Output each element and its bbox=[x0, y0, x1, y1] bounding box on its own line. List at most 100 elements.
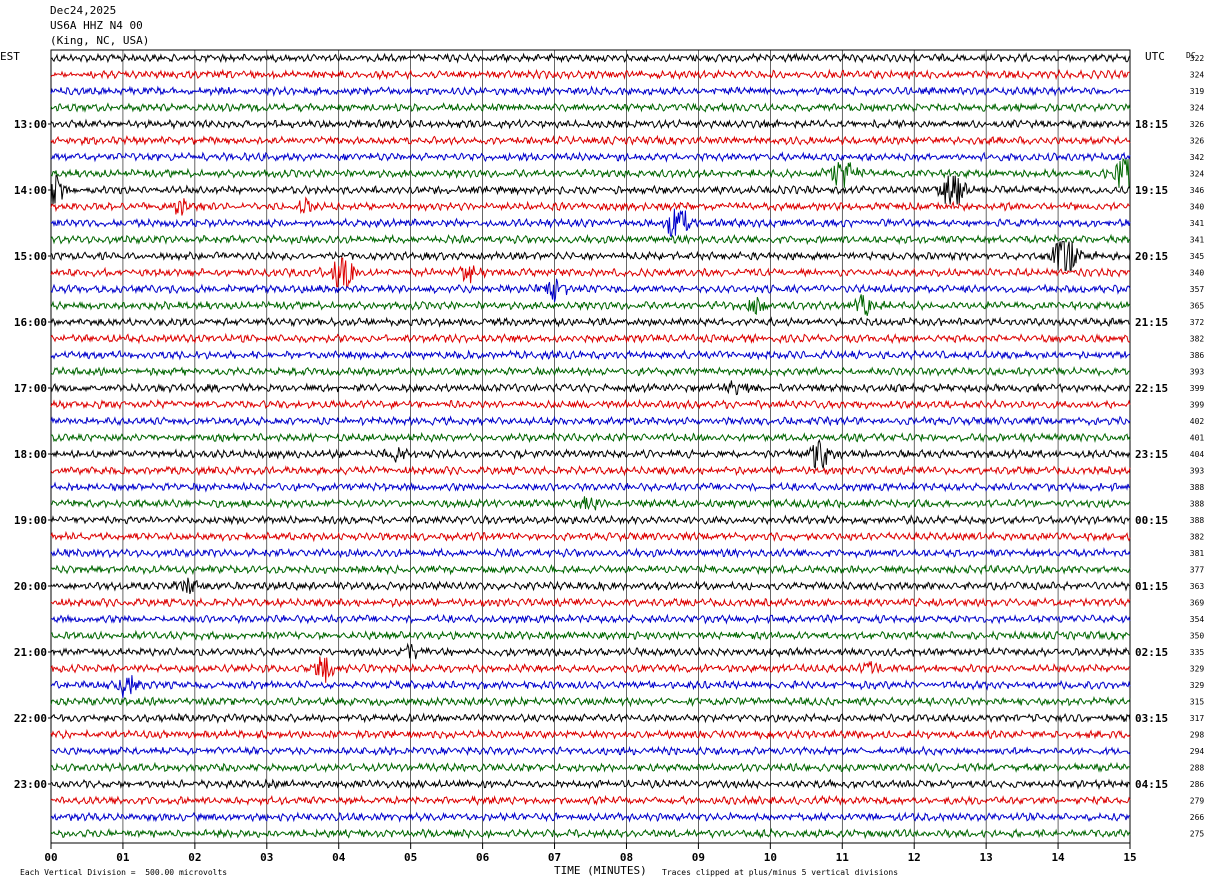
est-hour-label: 21:00 bbox=[14, 646, 47, 659]
x-tick-label: 10 bbox=[764, 851, 777, 864]
seismic-trace bbox=[50, 712, 1131, 724]
x-tick-label: 14 bbox=[1051, 851, 1065, 864]
dc-offset-label: 345 bbox=[1190, 252, 1205, 261]
est-hour-label: 23:00 bbox=[14, 778, 47, 791]
dc-offset-label: 401 bbox=[1190, 434, 1205, 443]
seismic-trace bbox=[50, 794, 1131, 807]
station-code: US6A HHZ N4 00 bbox=[50, 19, 143, 32]
plot-date: Dec24,2025 bbox=[50, 4, 117, 17]
seismic-trace bbox=[50, 134, 1131, 147]
plot-frame bbox=[50, 49, 1131, 844]
dc-offset-label: 357 bbox=[1190, 285, 1205, 294]
seismic-trace bbox=[50, 415, 1131, 427]
seismic-trace bbox=[50, 761, 1131, 774]
x-tick-label: 09 bbox=[692, 851, 705, 864]
seismic-trace bbox=[50, 175, 1131, 205]
seismic-trace bbox=[50, 294, 1131, 317]
utc-hour-label: 01:15 bbox=[1135, 580, 1168, 593]
dc-offset-label: 399 bbox=[1190, 401, 1205, 410]
x-tick-label: 05 bbox=[404, 851, 417, 864]
scale-note: Each Vertical Division = 500.00 microvol… bbox=[20, 868, 228, 877]
x-tick-label: 11 bbox=[836, 851, 850, 864]
utc-hour-label: 20:15 bbox=[1135, 250, 1168, 263]
dc-offset-label: 399 bbox=[1190, 384, 1205, 393]
seismic-trace bbox=[50, 656, 1131, 683]
seismic-trace bbox=[50, 278, 1131, 303]
dc-offset-label: 341 bbox=[1190, 236, 1205, 245]
est-label: EST bbox=[0, 50, 20, 63]
dc-label: DC bbox=[1186, 51, 1196, 60]
x-tick-label: 12 bbox=[908, 851, 921, 864]
dc-offset-label: 335 bbox=[1190, 648, 1205, 657]
utc-label: UTC bbox=[1145, 50, 1165, 63]
dc-offset-label: 324 bbox=[1190, 170, 1205, 179]
seismic-trace bbox=[50, 642, 1131, 660]
est-hour-label: 20:00 bbox=[14, 580, 47, 593]
est-hour-label: 13:00 bbox=[14, 118, 47, 131]
seismic-trace bbox=[50, 151, 1131, 163]
seismic-trace bbox=[50, 464, 1131, 477]
dc-offset-label: 382 bbox=[1190, 533, 1205, 542]
seismic-trace bbox=[50, 68, 1131, 81]
dc-offset-label: 329 bbox=[1190, 681, 1205, 690]
x-tick-label: 02 bbox=[188, 851, 201, 864]
utc-hour-label: 23:15 bbox=[1135, 448, 1168, 461]
x-tick-label: 13 bbox=[980, 851, 993, 864]
dc-offset-label: 372 bbox=[1190, 318, 1205, 327]
x-tick-label: 03 bbox=[260, 851, 273, 864]
seismic-trace bbox=[50, 118, 1131, 130]
x-tick-label: 00 bbox=[44, 851, 57, 864]
seismic-trace bbox=[50, 85, 1131, 97]
utc-hour-label: 02:15 bbox=[1135, 646, 1168, 659]
dc-offset-label: 294 bbox=[1190, 747, 1205, 756]
dc-offset-label: 324 bbox=[1190, 71, 1205, 80]
x-tick-label: 04 bbox=[332, 851, 346, 864]
dc-offset-label: 350 bbox=[1190, 632, 1205, 641]
dc-offset-label: 266 bbox=[1190, 813, 1205, 822]
dc-offset-label: 388 bbox=[1190, 516, 1205, 525]
dc-offset-label: 369 bbox=[1190, 599, 1205, 608]
dc-offset-label: 326 bbox=[1190, 137, 1205, 146]
dc-offset-label: 386 bbox=[1190, 351, 1205, 360]
est-hour-label: 16:00 bbox=[14, 316, 47, 329]
station-location: (King, NC, USA) bbox=[50, 34, 150, 47]
utc-hour-label: 04:15 bbox=[1135, 778, 1168, 791]
utc-hour-label: 19:15 bbox=[1135, 184, 1168, 197]
seismic-trace bbox=[50, 196, 1131, 216]
seismic-trace bbox=[50, 349, 1131, 361]
dc-offset-label: 341 bbox=[1190, 219, 1205, 228]
seismic-trace bbox=[50, 811, 1131, 823]
dc-offset-label: 324 bbox=[1190, 104, 1205, 113]
dc-offset-label: 342 bbox=[1190, 153, 1205, 162]
dc-offset-label: 377 bbox=[1190, 566, 1205, 575]
dc-offset-label: 340 bbox=[1190, 203, 1205, 212]
utc-hour-label: 03:15 bbox=[1135, 712, 1168, 725]
dc-offset-label: 322 bbox=[1190, 54, 1205, 63]
dc-offset-label: 288 bbox=[1190, 764, 1205, 773]
clip-note: Traces clipped at plus/minus 5 vertical … bbox=[662, 868, 899, 877]
dc-offset-label: 388 bbox=[1190, 483, 1205, 492]
seismic-trace bbox=[50, 316, 1131, 328]
dc-offset-label: 363 bbox=[1190, 582, 1205, 591]
x-axis-title: TIME (MINUTES) bbox=[554, 864, 647, 877]
est-hour-label: 17:00 bbox=[14, 382, 47, 395]
x-tick-label: 01 bbox=[116, 851, 130, 864]
est-hour-label: 22:00 bbox=[14, 712, 47, 725]
est-hour-label: 14:00 bbox=[14, 184, 47, 197]
dc-offset-label: 279 bbox=[1190, 797, 1205, 806]
seismic-trace bbox=[50, 380, 1131, 396]
seismic-trace bbox=[50, 257, 1131, 288]
dc-offset-label: 275 bbox=[1190, 830, 1205, 839]
dc-offset-label: 329 bbox=[1190, 665, 1205, 674]
dc-offset-label: 315 bbox=[1190, 698, 1205, 707]
seismic-trace bbox=[50, 241, 1131, 271]
est-hour-label: 19:00 bbox=[14, 514, 47, 527]
dc-offset-label: 365 bbox=[1190, 302, 1205, 311]
utc-hour-label: 18:15 bbox=[1135, 118, 1168, 131]
seismic-trace bbox=[50, 629, 1131, 642]
dc-offset-label: 381 bbox=[1190, 549, 1205, 558]
seismic-trace bbox=[50, 827, 1131, 840]
est-hour-label: 18:00 bbox=[14, 448, 47, 461]
seismic-trace bbox=[50, 496, 1131, 511]
